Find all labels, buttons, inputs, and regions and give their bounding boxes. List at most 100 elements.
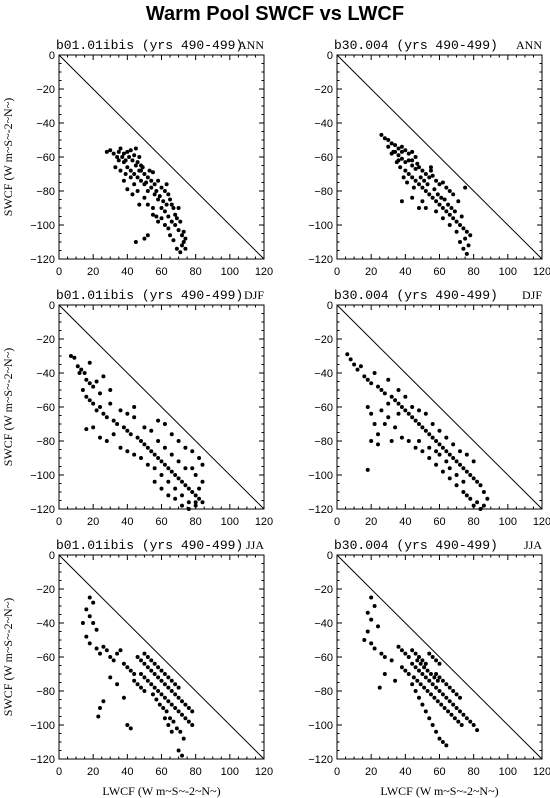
data-point	[389, 394, 394, 399]
data-point	[87, 641, 92, 646]
data-point	[183, 716, 188, 721]
data-point	[393, 149, 398, 154]
data-point	[399, 149, 404, 154]
data-point	[98, 706, 102, 710]
data-point	[154, 189, 159, 193]
data-point	[137, 168, 142, 173]
y-tick-label: −40	[314, 118, 333, 130]
data-point	[410, 415, 415, 420]
data-point	[406, 439, 411, 443]
y-tick-label: −80	[314, 686, 333, 698]
data-point	[186, 500, 191, 505]
data-point	[104, 415, 109, 420]
data-point	[84, 607, 89, 612]
data-point	[420, 672, 425, 676]
data-point	[468, 719, 473, 724]
data-point	[159, 486, 164, 491]
data-point	[420, 168, 425, 173]
data-point	[417, 422, 421, 426]
data-point	[398, 165, 403, 170]
data-point	[156, 456, 161, 460]
panel-season: DJF	[522, 288, 542, 302]
data-point	[116, 158, 121, 163]
data-point	[444, 682, 449, 687]
data-point	[406, 172, 411, 176]
panel-subtitle: b30.004 (yrs 490-499)	[334, 38, 498, 53]
panel-subtitle: b30.004 (yrs 490-499)	[334, 538, 498, 553]
data-point	[145, 462, 150, 467]
data-point	[98, 651, 102, 656]
data-point	[382, 672, 387, 676]
x-tick-label: 120	[255, 766, 273, 778]
data-point	[434, 672, 439, 676]
x-tick-label: 20	[87, 266, 99, 278]
data-point	[125, 665, 130, 670]
data-point	[425, 668, 430, 673]
data-point	[458, 223, 462, 227]
data-point	[471, 459, 476, 464]
data-point	[128, 668, 133, 673]
data-point	[145, 189, 150, 193]
data-point	[423, 172, 428, 176]
data-point	[130, 158, 135, 163]
data-point	[420, 199, 425, 204]
data-point	[369, 617, 374, 622]
data-point	[382, 422, 387, 426]
data-point	[140, 165, 145, 170]
data-point	[139, 439, 143, 443]
data-point	[485, 496, 490, 501]
data-point	[451, 456, 456, 460]
data-point	[104, 149, 109, 154]
x-tick-label: 20	[365, 266, 377, 278]
data-point	[415, 678, 420, 683]
data-point	[94, 379, 99, 384]
data-point	[430, 435, 435, 440]
data-point	[176, 476, 181, 481]
data-point	[132, 678, 137, 683]
data-point	[145, 665, 150, 670]
data-point	[149, 658, 154, 663]
reference-line	[336, 304, 543, 510]
data-point	[413, 665, 418, 670]
data-point	[444, 435, 449, 440]
data-point	[434, 199, 439, 204]
data-point	[156, 665, 161, 670]
x-tick-label: 80	[190, 266, 202, 278]
data-point	[427, 651, 432, 656]
data-point	[181, 736, 186, 741]
data-point	[401, 175, 406, 180]
data-point	[379, 651, 384, 656]
data-point	[454, 459, 459, 464]
data-point	[154, 214, 159, 219]
y-tick-label: −20	[314, 84, 333, 96]
data-point	[181, 240, 186, 244]
data-point	[98, 405, 102, 409]
data-point	[437, 675, 442, 680]
data-point	[145, 678, 150, 683]
data-point	[422, 178, 427, 183]
data-point	[161, 706, 166, 710]
data-point	[434, 729, 439, 734]
data-point	[180, 753, 184, 758]
y-tick-label: −80	[314, 436, 333, 448]
data-point	[139, 672, 143, 676]
x-tick-label: 60	[433, 516, 445, 528]
data-point	[410, 163, 415, 168]
x-tick-label: 100	[499, 266, 517, 278]
x-tick-label: 60	[433, 766, 445, 778]
data-point	[379, 408, 384, 413]
data-point	[376, 624, 380, 629]
data-point	[121, 160, 126, 165]
data-point	[133, 146, 138, 151]
y-tick-label: −100	[308, 470, 333, 482]
data-point	[379, 388, 384, 392]
data-point	[113, 165, 118, 170]
data-point	[186, 507, 191, 511]
data-point	[365, 467, 370, 472]
data-point	[440, 740, 445, 744]
data-point	[372, 371, 377, 375]
data-point	[437, 182, 442, 187]
data-point	[420, 449, 425, 454]
data-point	[418, 682, 423, 687]
y-tick-label: −120	[308, 254, 333, 266]
